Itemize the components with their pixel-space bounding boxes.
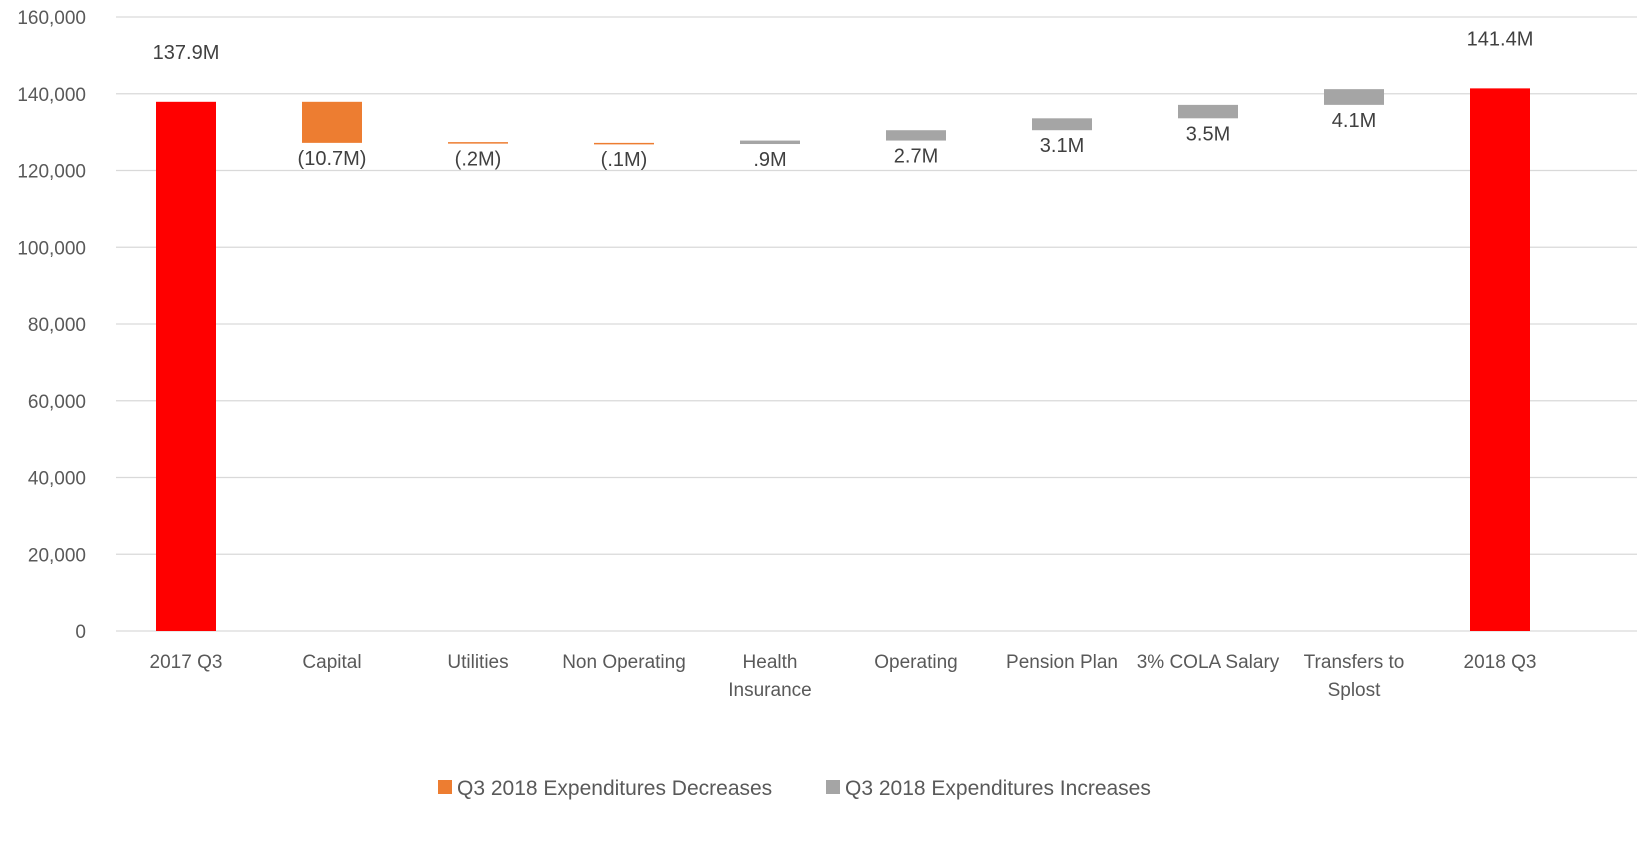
bar-increase	[1032, 118, 1092, 131]
bar-decrease	[448, 142, 508, 144]
category-label-line: Non Operating	[562, 652, 686, 673]
data-label: .9M	[753, 149, 786, 171]
data-label: 3.5M	[1186, 123, 1230, 145]
bar-increase	[740, 140, 800, 145]
legend-swatch	[826, 780, 840, 794]
y-tick-label: 80,000	[28, 315, 86, 336]
legend-swatch	[438, 780, 452, 794]
category-label-line: Insurance	[728, 680, 811, 701]
category-label: 3% COLA Salary	[1137, 652, 1280, 673]
category-label: Capital	[302, 652, 361, 673]
category-label-line: Transfers to	[1304, 652, 1405, 673]
category-label-line: Health	[743, 652, 798, 673]
bar-decrease	[302, 101, 362, 143]
bar-total	[156, 101, 216, 632]
category-label-line: Capital	[302, 652, 361, 673]
category-label: Operating	[874, 652, 957, 673]
y-tick-label: 160,000	[17, 8, 86, 29]
y-tick-label: 100,000	[17, 238, 86, 259]
data-label: (10.7M)	[298, 148, 367, 170]
data-label: (.2M)	[455, 149, 502, 171]
y-tick-label: 140,000	[17, 85, 86, 106]
y-tick-label: 120,000	[17, 162, 86, 183]
category-label: 2018 Q3	[1464, 652, 1537, 673]
data-label: 141.4M	[1467, 28, 1534, 50]
y-axis-tick-labels: 0 20,000 40,000 60,000 80,000 100,000 120,000 1…	[17, 8, 86, 643]
category-label-line: 2018 Q3	[1464, 652, 1537, 673]
bar-total	[1470, 88, 1530, 631]
data-label: 4.1M	[1332, 110, 1376, 132]
y-tick-label: 20,000	[28, 545, 86, 566]
bar-decrease	[594, 142, 654, 145]
legend-label: Q3 2018 Expenditures Increases	[845, 777, 1151, 800]
category-label: Pension Plan	[1006, 652, 1118, 673]
legend: Q3 2018 Expenditures Decreases Q3 2018 Ex…	[438, 777, 1151, 800]
data-label: 137.9M	[153, 42, 220, 64]
bars	[156, 88, 1530, 632]
category-label: 2017 Q3	[150, 652, 223, 673]
legend-label: Q3 2018 Expenditures Decreases	[457, 777, 772, 800]
category-label: Transfers to Splost	[1304, 652, 1405, 701]
y-tick-label: 0	[75, 622, 86, 643]
category-label: Health Insurance	[728, 652, 811, 701]
data-labels: 137.9M (10.7M) (.2M) (.1M) .9M 2.7M 3.1M 3.5M 4.…	[153, 28, 1534, 171]
data-label: (.1M)	[601, 149, 648, 171]
x-axis-category-labels: 2017 Q3 Capital Utilities Non Operating Heal…	[150, 652, 1537, 701]
grid-lines	[116, 16, 1637, 632]
data-label: 3.1M	[1040, 135, 1084, 157]
y-tick-label: 40,000	[28, 469, 86, 490]
category-label-line: Pension Plan	[1006, 652, 1118, 673]
category-label-line: 2017 Q3	[150, 652, 223, 673]
category-label-line: Operating	[874, 652, 957, 673]
category-label: Non Operating	[562, 652, 686, 673]
category-label-line: Splost	[1328, 680, 1382, 701]
category-label-line: Utilities	[447, 652, 508, 673]
category-label: Utilities	[447, 652, 508, 673]
y-tick-label: 60,000	[28, 392, 86, 413]
bar-increase	[886, 130, 946, 141]
bar-increase	[1324, 89, 1384, 105]
data-label: 2.7M	[894, 146, 938, 168]
category-label-line: 3% COLA Salary	[1137, 652, 1280, 673]
bar-increase	[1178, 104, 1238, 119]
